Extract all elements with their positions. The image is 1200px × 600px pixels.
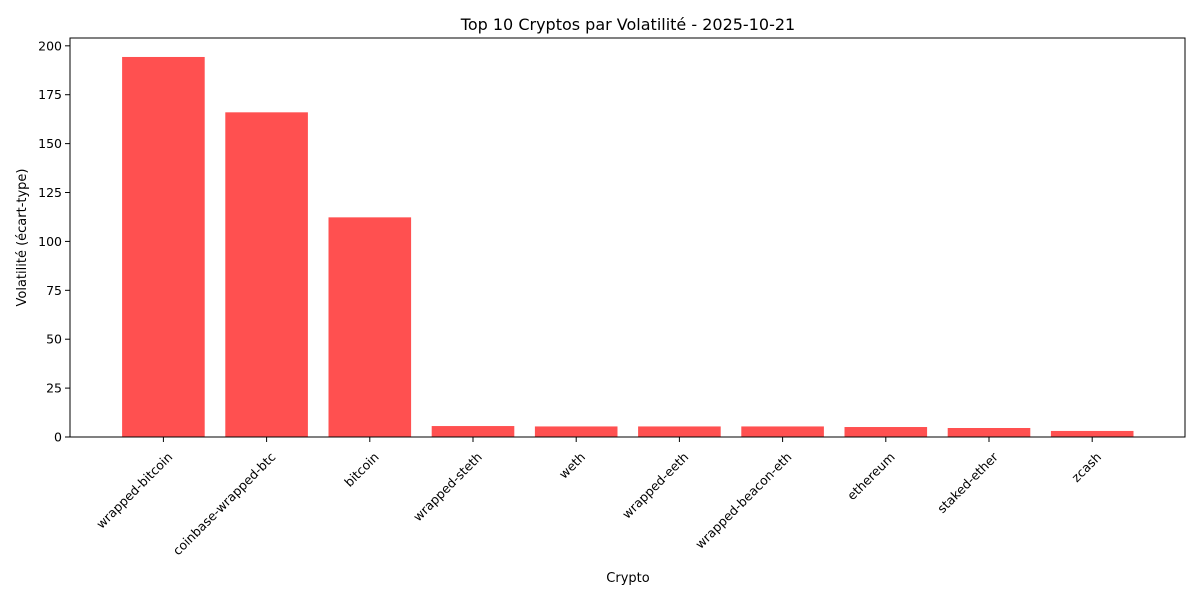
bar-ethereum — [844, 427, 928, 437]
x-tick-label: ethereum — [844, 449, 898, 503]
x-axis-label: Crypto — [606, 571, 649, 586]
y-tick-label: 50 — [46, 332, 62, 347]
y-tick-label: 100 — [38, 234, 62, 249]
bar-wrapped-steth — [431, 426, 515, 437]
y-tick-label: 150 — [38, 136, 62, 151]
y-tick-label: 175 — [38, 87, 62, 102]
y-tick-label: 25 — [46, 381, 62, 396]
x-tick-label: wrapped-steth — [410, 449, 485, 524]
bar-coinbase-wrapped-btc — [225, 112, 308, 437]
bar-wrapped-eeth — [638, 426, 721, 437]
y-tick-label: 75 — [46, 283, 62, 298]
plot-frame — [69, 37, 1186, 438]
y-axis: 0 25 50 75 100 125 150 175 200 — [38, 38, 70, 445]
bar-bitcoin — [328, 217, 412, 437]
x-tick-label: wrapped-bitcoin — [93, 449, 175, 531]
bar-wrapped-bitcoin — [122, 56, 205, 437]
x-tick-label: bitcoin — [341, 449, 381, 489]
y-tick-label: 200 — [38, 38, 62, 53]
x-tick-label: staked-ether — [934, 449, 1001, 516]
y-tick-label: 125 — [38, 185, 62, 200]
bars-group — [122, 56, 1134, 437]
bar-wrapped-beacon-eth — [741, 426, 824, 437]
y-tick-label: 0 — [54, 430, 62, 445]
x-tick-label: zcash — [1068, 449, 1104, 485]
chart-title: Top 10 Cryptos par Volatilité - 2025-10-… — [460, 15, 795, 34]
bar-weth — [534, 426, 618, 437]
bar-zcash — [1050, 430, 1134, 437]
x-tick-label: wrapped-eeth — [619, 449, 691, 521]
x-tick-label: weth — [556, 449, 588, 481]
y-axis-label: Volatilité (écart-type) — [15, 168, 30, 306]
x-tick-label: coinbase-wrapped-btc — [170, 449, 279, 558]
bar-staked-ether — [947, 428, 1031, 437]
x-tick-label: wrapped-beacon-eth — [692, 449, 794, 551]
